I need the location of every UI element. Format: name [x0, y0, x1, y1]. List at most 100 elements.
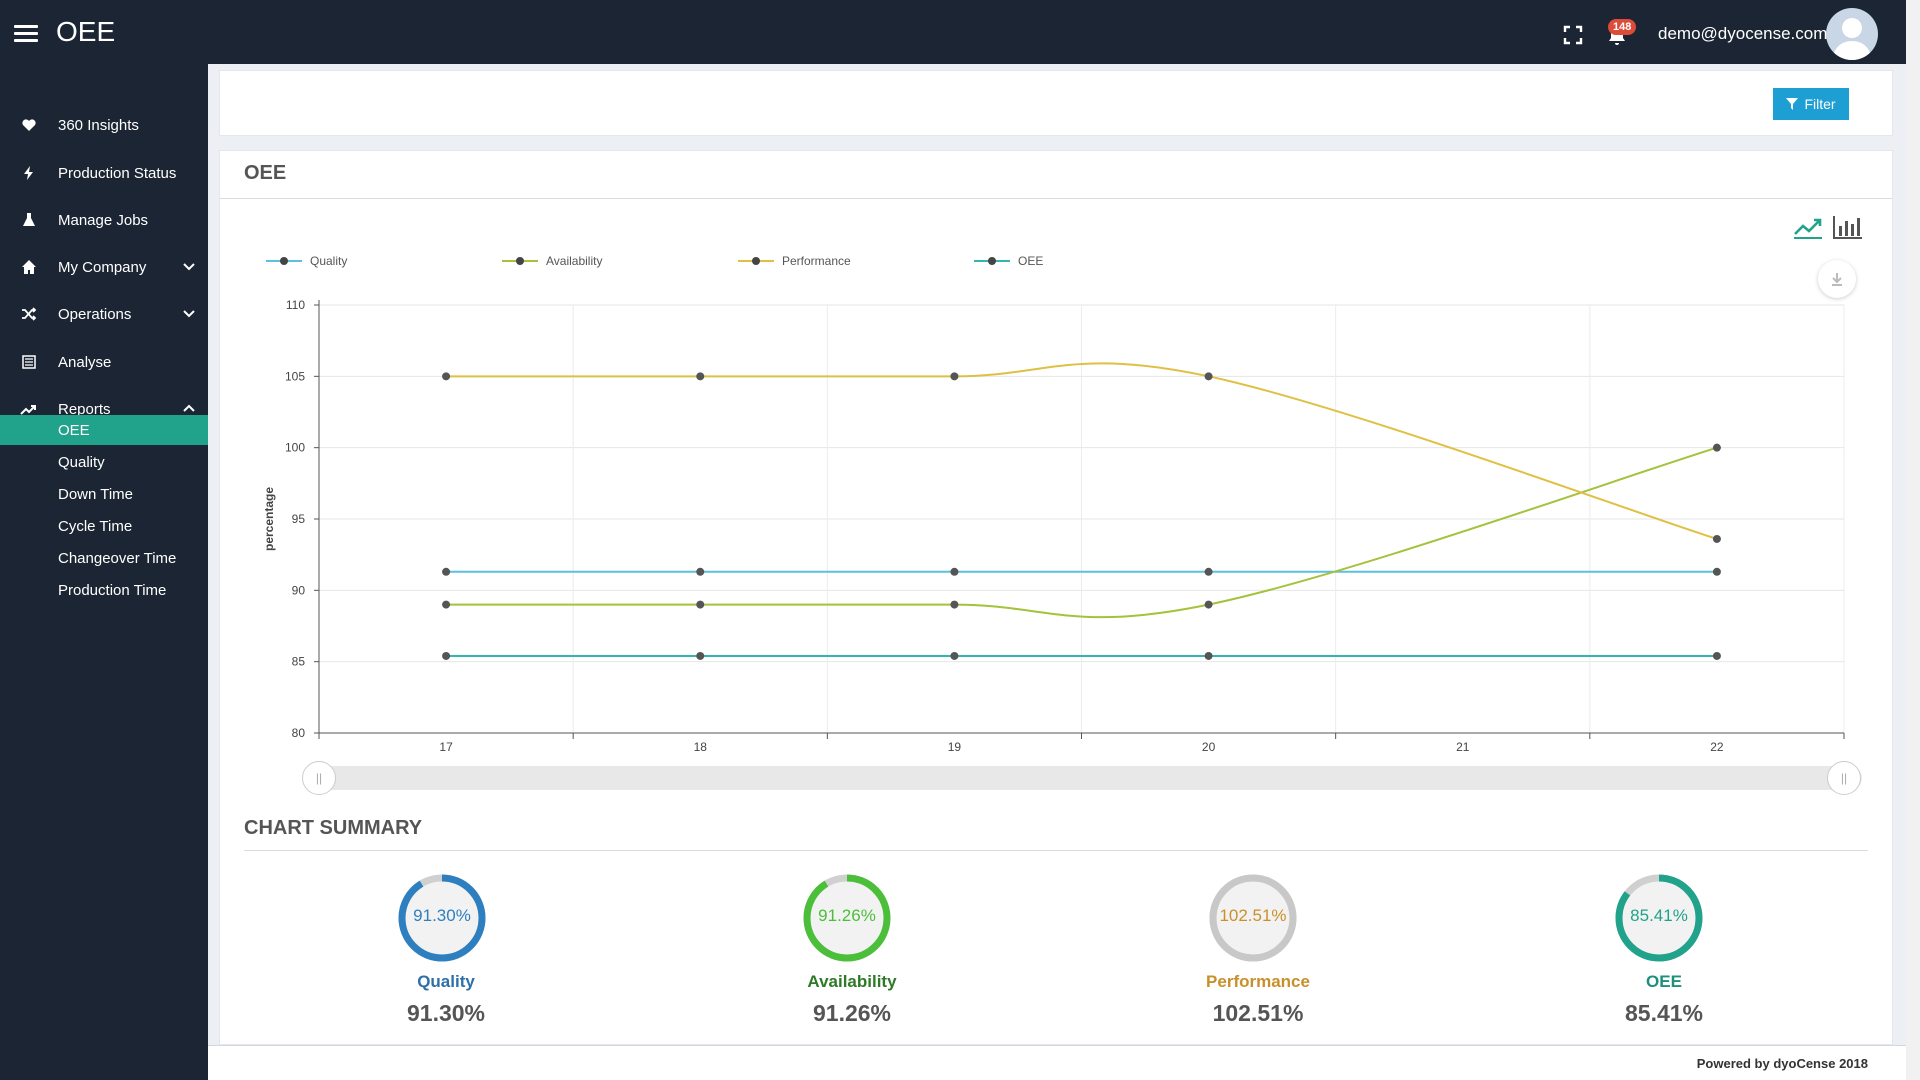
legend-label: Quality: [310, 254, 348, 268]
data-point-availability: [950, 600, 959, 609]
top-bar: OEE 148 demo@dyocense.com: [0, 0, 1920, 64]
oee-gauge: [1615, 874, 1703, 962]
y-axis-title: percentage: [262, 487, 276, 551]
data-point-quality: [1204, 567, 1213, 576]
sidebar-item-label: Manage Jobs: [58, 211, 149, 229]
availability-gauge-text: 91.26%: [818, 906, 876, 925]
oee-label: OEE: [1646, 972, 1682, 991]
sidebar-item-label: My Company: [58, 258, 147, 276]
y-tick-label: 110: [286, 298, 305, 312]
gauge-arc: [1209, 874, 1297, 962]
notification-badge: 148: [1608, 19, 1637, 35]
sidebar-item-label: Operations: [58, 305, 132, 323]
x-tick-label: 19: [948, 740, 962, 754]
sidebar-item-my-company[interactable]: My Company: [0, 247, 208, 287]
line-chart-icon[interactable]: [1792, 214, 1824, 240]
sidebar-subitem-down-time[interactable]: Down Time: [58, 485, 134, 503]
data-point-quality: [442, 567, 451, 576]
chevron-down-icon: [182, 259, 196, 277]
bolt-icon: [0, 165, 58, 181]
sidebar-subitem-oee[interactable]: OEE: [0, 415, 208, 445]
footer-text: Powered by dyoCense 2018: [1696, 1056, 1868, 1071]
download-icon: [1832, 273, 1842, 286]
oee-panel: [219, 150, 1893, 1045]
data-point-availability: [1712, 443, 1721, 452]
sidebar-item-operations[interactable]: Operations: [0, 294, 208, 334]
chevron-down-icon: [182, 306, 196, 324]
footer: Powered by dyoCense 2018: [208, 1045, 1906, 1080]
sidebar-subitem-quality[interactable]: Quality: [58, 453, 105, 471]
legend-swatch: [738, 255, 774, 267]
legend-performance[interactable]: Performance: [738, 252, 851, 270]
sidebar-item-360-insights[interactable]: 360 Insights: [0, 105, 208, 145]
data-point-oee: [950, 651, 959, 660]
oee-gauge-text: 85.41%: [1630, 906, 1688, 925]
legend-label: Availability: [546, 254, 603, 268]
legend-swatch: [266, 255, 302, 267]
sidebar-item-label: 360 Insights: [58, 116, 139, 134]
x-tick-label: 17: [439, 740, 453, 754]
y-tick-label: 100: [285, 441, 305, 455]
sidebar-subitem-production-time[interactable]: Production Time: [58, 581, 167, 599]
sidebar-item-production-status[interactable]: Production Status: [0, 153, 208, 193]
availability-label: Availability: [807, 972, 897, 991]
user-email[interactable]: demo@dyocense.com: [1658, 24, 1828, 43]
series-line-performance: [446, 362, 1718, 540]
series-line-availability: [446, 446, 1718, 619]
data-point-performance: [950, 372, 959, 381]
data-point-availability: [1204, 600, 1213, 609]
quality-label: Quality: [417, 972, 475, 991]
sidebar-item-label: Production Status: [58, 164, 177, 182]
x-tick-label: 21: [1456, 740, 1470, 754]
availability-value: 91.26%: [812, 1000, 891, 1026]
heart-icon: [0, 117, 58, 133]
filter-button[interactable]: Filter: [1773, 88, 1849, 120]
legend-oee[interactable]: OEE: [974, 252, 1043, 270]
legend-quality[interactable]: Quality: [266, 252, 347, 270]
range-slider-left-handle[interactable]: ||: [302, 761, 336, 795]
divider: [244, 850, 1868, 851]
filter-icon: [1786, 98, 1799, 110]
availability-gauge: [803, 874, 891, 962]
range-slider-right-handle[interactable]: ||: [1827, 761, 1861, 795]
data-point-quality: [950, 567, 959, 576]
trend-icon: [0, 401, 58, 417]
gauge-arc: [1615, 874, 1703, 962]
data-point-performance: [1712, 534, 1721, 543]
x-tick-label: 20: [1202, 740, 1216, 754]
data-point-availability: [696, 600, 705, 609]
y-tick-label: 90: [292, 583, 306, 597]
sidebar-item-label: Analyse: [58, 353, 112, 371]
chevron-up-icon: [182, 401, 196, 419]
summary-title: CHART SUMMARY: [244, 817, 423, 839]
y-tick-label: 85: [292, 655, 306, 669]
data-point-quality: [1712, 567, 1721, 576]
data-point-oee: [1712, 651, 1721, 660]
gauge-arc: [398, 874, 486, 962]
performance-value: 102.51%: [1212, 1000, 1304, 1026]
fullscreen-icon[interactable]: [1562, 24, 1584, 46]
avatar[interactable]: [1826, 8, 1878, 60]
data-point-performance: [442, 372, 451, 381]
sidebar-subitem-cycle-time[interactable]: Cycle Time: [58, 517, 133, 535]
list-icon: [0, 354, 58, 370]
flask-icon: [0, 212, 58, 228]
sidebar-item-reports[interactable]: Reports: [0, 389, 208, 429]
legend-swatch: [502, 255, 538, 267]
legend-availability[interactable]: Availability: [502, 252, 602, 270]
sidebar-item-manage-jobs[interactable]: Manage Jobs: [0, 200, 208, 240]
sidebar-subitem-changeover-time[interactable]: Changeover Time: [58, 549, 177, 567]
sidebar-item-label: Reports: [58, 400, 111, 418]
menu-icon[interactable]: [14, 25, 38, 43]
y-tick-label: 95: [292, 512, 306, 526]
data-point-quality: [696, 567, 705, 576]
bar-chart-icon[interactable]: [1832, 214, 1864, 240]
data-point-performance: [696, 372, 705, 381]
data-point-oee: [696, 651, 705, 660]
sidebar-item-analyse[interactable]: Analyse: [0, 342, 208, 382]
range-slider-track[interactable]: [304, 766, 1862, 790]
download-button[interactable]: [1818, 260, 1856, 298]
page-scrollbar[interactable]: [1906, 0, 1920, 1080]
performance-gauge: [1209, 874, 1297, 962]
